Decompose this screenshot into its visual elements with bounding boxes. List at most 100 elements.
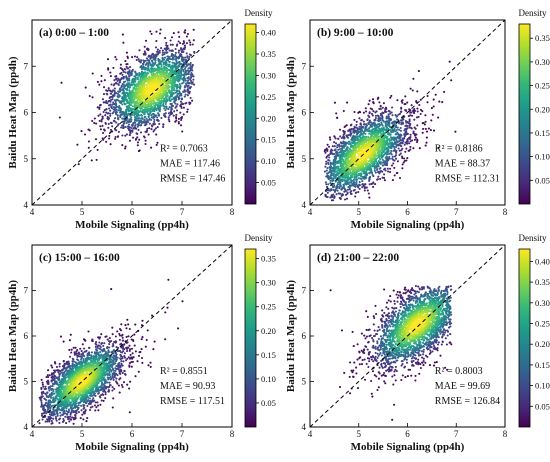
scatter-point [134,116,136,118]
scatter-point [372,110,374,112]
scatter-point [104,114,106,116]
scatter-point [59,116,61,118]
scatter-point [337,190,339,192]
scatter-point [358,177,360,179]
scatter-point [137,129,139,131]
scatter-point [124,80,126,82]
scatter-point [377,176,379,178]
scatter-point [97,149,99,151]
scatter-point [88,147,90,149]
scatter-point [358,154,360,156]
scatter-point [365,110,367,112]
scatter-point [127,125,129,127]
x-tick-label: 7 [180,207,185,217]
scatter-point [357,191,359,193]
scatter-point [325,163,327,165]
scatter-point [129,134,131,136]
scatter-point [101,125,103,127]
scatter-point [327,183,329,185]
scatter-point [363,121,365,123]
scatter-point [336,193,338,195]
scatter-point [163,107,165,109]
scatter-point [182,60,184,62]
scatter-point [175,92,177,94]
scatter-point [180,101,182,103]
scatter-point [418,70,420,72]
scatter-point [113,95,115,97]
scatter-point [409,125,411,127]
scatter-point [362,127,364,129]
scatter-point [186,111,188,113]
scatter-point [136,59,138,61]
scatter-point [335,137,337,139]
scatter-point [399,177,401,179]
scatter-point [190,74,192,76]
scatter-point [106,93,108,95]
scatter-point [385,108,387,110]
scatter-point [394,174,396,176]
scatter-point [389,171,391,173]
scatter-point [137,141,139,143]
scatter-point [84,133,86,135]
scatter-point [186,42,188,44]
scatter-point [168,106,170,108]
scatter-point [325,157,327,159]
scatter-point [339,148,341,150]
scatter-point [168,116,170,118]
scatter-point [168,65,170,67]
scatter-point [378,101,380,103]
scatter-points [59,29,196,179]
scatter-point [168,89,170,91]
scatter-point [154,60,156,62]
scatter-point [355,191,357,193]
panel-label: (a) 0:00 – 1:00 [39,27,109,39]
scatter-point [176,103,178,105]
scatter-point [330,188,332,190]
scatter-point [185,93,187,95]
scatter-point [334,145,336,147]
scatter-point [144,54,146,56]
scatter-point [119,95,121,97]
scatter-point [193,52,195,54]
scatter-point [103,128,105,130]
scatter-point [370,183,372,185]
scatter-point [116,111,118,113]
scatter-point [160,47,162,49]
scatter-point [333,141,335,143]
scatter-point [395,126,397,128]
scatter-point [176,89,178,91]
scatter-point [384,179,386,181]
scatter-point [404,125,406,127]
scatter-point [190,62,192,64]
scatter-point [382,164,384,166]
scatter-point [139,149,141,151]
scatter-point [382,177,384,179]
stat-label: R² = 0.7063 [160,143,208,154]
scatter-point [169,50,171,52]
scatter-point [143,135,145,137]
scatter-point [420,109,422,111]
scatter-point [391,158,393,160]
scatter-point [413,131,415,133]
scatter-point [339,129,341,131]
scatter-point [389,168,391,170]
scatter-point [91,120,93,122]
scatter-point [150,128,152,130]
scatter-point [426,137,428,139]
scatter-point [191,100,193,102]
scatter-point [382,159,384,161]
scatter-point [181,116,183,118]
scatter-point [125,71,127,73]
scatter-point [115,122,117,124]
scatter-point [396,99,398,101]
scatter-point [325,161,327,163]
scatter-point [165,42,167,44]
scatter-point [96,159,98,161]
scatter-point [412,89,414,91]
scatter-point [119,81,121,83]
scatter-point [412,147,414,149]
scatter-point [158,123,160,125]
scatter-point [416,116,418,118]
scatter-point [349,171,351,173]
